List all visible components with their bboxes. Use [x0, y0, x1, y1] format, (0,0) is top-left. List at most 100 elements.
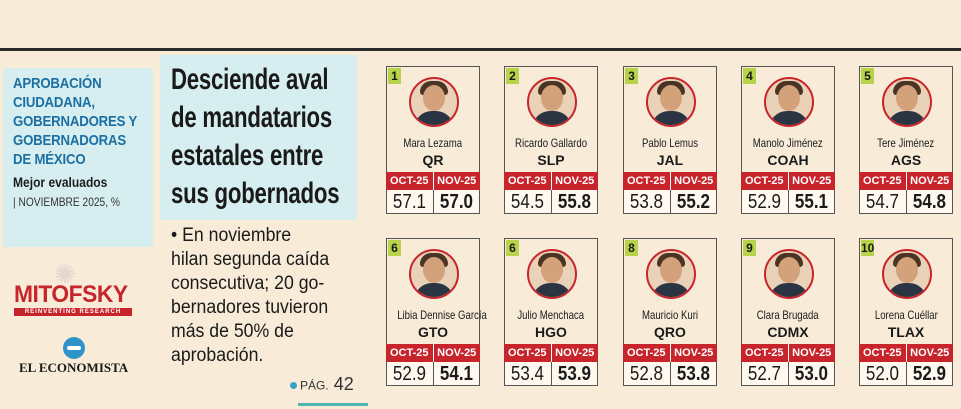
rank-badge: 3: [625, 68, 638, 84]
period-prev-label: OCT-25: [859, 344, 907, 362]
state-code: CDMX: [767, 324, 809, 340]
approval-scores: 57.1 57.0: [386, 190, 480, 214]
governor-name-text: Clara Brugada: [757, 308, 819, 322]
summary-line: consecutiva; 20 go-: [171, 273, 325, 294]
period-prev-label: OCT-25: [741, 172, 789, 190]
score-oct: 52.9: [387, 362, 434, 385]
period-curr-label: NOV-25: [674, 347, 714, 359]
score-oct-value: 52.9: [748, 191, 782, 213]
score-oct-value: 54.7: [866, 191, 900, 213]
score-nov: 55.8: [552, 190, 598, 213]
governor-card: 6 Libia Dennise García GTO OCT-25 NOV-25…: [386, 238, 487, 400]
rank-badge: 4: [743, 68, 756, 84]
period-header: OCT-25 NOV-25: [386, 344, 480, 362]
top-rule: [0, 48, 961, 51]
headline-line: estatales entre: [171, 139, 324, 172]
state-code: SLP: [537, 152, 565, 168]
governor-name: Pablo Lemus: [623, 136, 717, 150]
period-curr-label: NOV-25: [674, 175, 714, 187]
score-nov: 52.9: [907, 362, 953, 385]
headline: Desciende aval de mandatarios estatales …: [171, 61, 340, 213]
governor-card: 9 Clara Brugada CDMX OCT-25 NOV-25 52.7 …: [741, 238, 835, 400]
period-prev-label: OCT-25: [504, 344, 552, 362]
state-code: QR: [422, 152, 444, 168]
score-oct-value: 52.0: [866, 363, 900, 385]
score-nov: 54.8: [907, 190, 953, 213]
score-nov: 54.1: [434, 362, 480, 385]
governor-portrait-icon: [764, 249, 814, 299]
period-curr-label: NOV-25: [910, 175, 950, 187]
rank-badge: 6: [388, 240, 401, 256]
score-nov-value: 53.0: [794, 363, 828, 385]
score-oct-value: 52.9: [393, 363, 427, 385]
governor-portrait-icon: [409, 77, 459, 127]
headline-line: de mandatarios: [171, 101, 332, 134]
page-reference-underline: [298, 403, 368, 406]
sidebar-title-line: GOBERNADORES Y: [13, 113, 138, 130]
sidebar-subtitle: Mejor evaluados: [13, 174, 108, 190]
score-nov: 53.8: [671, 362, 717, 385]
sidebar-date: | NOVIEMBRE 2025, %: [13, 195, 120, 209]
score-nov: 53.9: [552, 362, 598, 385]
state-code: GTO: [417, 324, 449, 340]
governor-name-text: Mauricio Kuri: [641, 308, 699, 322]
sidebar-header: APROBACIÓN CIUDADANA, GOBERNADORES Y GOB…: [3, 68, 153, 247]
period-header: OCT-25 NOV-25: [623, 172, 717, 190]
governor-portrait-icon: [409, 249, 459, 299]
governor-name: Mauricio Kuri: [623, 308, 717, 322]
governor-name: Clara Brugada: [741, 308, 835, 322]
governor-card: 10 Lorena Cuéllar TLAX OCT-25 NOV-25 52.…: [859, 238, 953, 400]
governor-card: 4 Manolo Jiménez COAH OCT-25 NOV-25 52.9…: [741, 66, 835, 228]
period-prev-label: OCT-25: [859, 172, 907, 190]
governor-portrait-icon: [646, 249, 696, 299]
page-reference[interactable]: PÁG. 42: [290, 374, 354, 395]
summary-line: bernadores tuvieron: [171, 297, 329, 318]
score-oct-value: 52.7: [748, 363, 782, 385]
rank-badge: 6: [506, 240, 519, 256]
bullet-dot-icon: [290, 381, 297, 389]
state-code: AGS: [890, 152, 922, 168]
score-oct-value: 54.5: [511, 191, 545, 213]
governor-portrait-icon: [646, 77, 696, 127]
governor-name-text: Libia Dennise García: [397, 308, 487, 322]
state-code: TLAX: [887, 324, 925, 340]
score-oct-value: 57.1: [393, 191, 427, 213]
score-nov-value: 53.9: [557, 363, 591, 385]
mitofsky-wordmark: MITOFSKY: [14, 281, 128, 308]
period-curr-label: NOV-25: [910, 347, 950, 359]
governor-name-text: Tere Jiménez: [877, 136, 935, 150]
score-oct: 52.8: [624, 362, 671, 385]
rank-badge: 1: [388, 68, 401, 84]
period-prev-label: OCT-25: [741, 344, 789, 362]
headline-panel: [160, 55, 357, 220]
rank-badge: 10: [861, 240, 875, 256]
score-nov: 55.2: [671, 190, 717, 213]
rank-badge: 2: [506, 68, 519, 84]
state-code: JAL: [656, 152, 684, 168]
governor-name-text: Manolo Jiménez: [753, 136, 823, 150]
approval-scores: 52.0 52.9: [859, 362, 953, 386]
period-header: OCT-25 NOV-25: [859, 344, 953, 362]
approval-scores: 54.7 54.8: [859, 190, 953, 214]
sidebar: APROBACIÓN CIUDADANA, GOBERNADORES Y GOB…: [0, 51, 153, 409]
headline-line: sus gobernados: [171, 177, 340, 210]
governor-name: Julio Menchaca: [504, 308, 598, 322]
governor-name-text: Pablo Lemus: [641, 136, 699, 150]
mitofsky-tagline: REINVENTING RESEARCH: [14, 308, 132, 316]
summary-line: aprobación.: [171, 345, 264, 366]
governor-card: 6 Julio Menchaca HGO OCT-25 NOV-25 53.4 …: [504, 238, 598, 400]
score-oct: 52.0: [860, 362, 907, 385]
summary-line: más de 50% de: [171, 321, 294, 342]
period-prev-label: OCT-25: [504, 172, 552, 190]
period-header: OCT-25 NOV-25: [741, 344, 835, 362]
governor-name: Lorena Cuéllar: [859, 308, 953, 322]
sidebar-title-line: CIUDADANA,: [13, 94, 95, 111]
period-curr-label: NOV-25: [555, 175, 595, 187]
score-oct: 54.7: [860, 190, 907, 213]
approval-scores: 52.7 53.0: [741, 362, 835, 386]
governor-name-text: Julio Menchaca: [517, 308, 585, 322]
score-nov-value: 57.0: [439, 191, 473, 213]
governor-name: Libia Dennise García: [386, 308, 487, 322]
approval-scores: 52.8 53.8: [623, 362, 717, 386]
period-curr-label: NOV-25: [792, 175, 832, 187]
